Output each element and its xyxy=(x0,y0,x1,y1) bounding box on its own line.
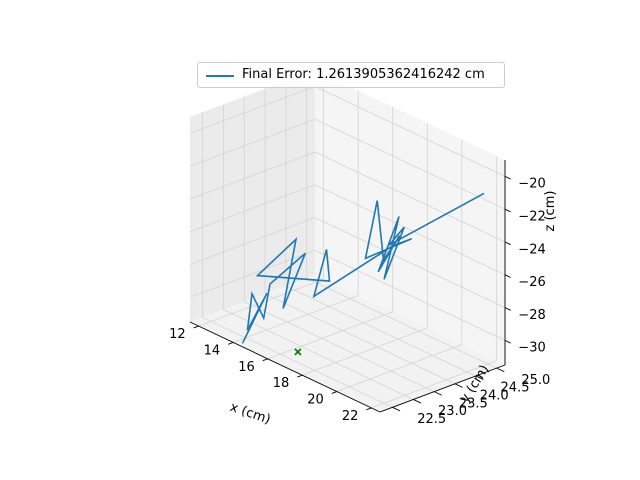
x-tick-label: 22 xyxy=(342,409,359,424)
grid-z-left xyxy=(189,184,316,233)
x-tick-label: 16 xyxy=(238,360,255,375)
legend-line-swatch xyxy=(206,75,234,77)
z-tick-label: −22 xyxy=(518,210,545,225)
x-tick-label: 20 xyxy=(307,393,324,408)
grid-y-floor xyxy=(285,285,477,377)
grid-x-floor xyxy=(336,344,462,392)
left-pane xyxy=(190,70,315,322)
grid-x-floor xyxy=(371,360,497,409)
y-tick-mark xyxy=(392,406,401,412)
axes-panes xyxy=(190,70,505,412)
back-pane xyxy=(315,70,505,365)
grid-z-back xyxy=(314,118,506,210)
x-axis-label: x (cm) xyxy=(228,400,272,428)
y-tick-mark xyxy=(413,399,422,404)
z-tick-label: −26 xyxy=(518,275,545,290)
z-tick-mark xyxy=(504,241,511,246)
grid-z-left xyxy=(189,86,316,134)
grid-z-back xyxy=(314,86,506,177)
z-tick-mark xyxy=(504,274,511,278)
y-tick-label: 24.0 xyxy=(480,389,509,404)
tick-labels: 12 14 16 18 20 22 22.523.023.524.024.525.0 −20 −… xyxy=(169,175,550,427)
y-tick-mark xyxy=(496,367,505,373)
z-tick-mark xyxy=(504,175,511,180)
z-tick-label: −24 xyxy=(518,242,545,257)
x-tick-mark xyxy=(331,391,337,394)
grid-z-left xyxy=(189,250,316,298)
y-tick-label: 23.0 xyxy=(438,404,467,419)
axis-lines xyxy=(189,160,506,413)
legend-label: Final Error: 1.2613905362416242 cm xyxy=(242,67,485,82)
grid-z-left xyxy=(189,118,316,167)
z-tick-mark xyxy=(504,208,511,213)
x-tick-label: 12 xyxy=(169,327,186,342)
trajectory-line xyxy=(241,192,485,344)
x-tick-mark xyxy=(297,374,303,378)
grid-y-floor xyxy=(264,293,456,385)
grid-z-back xyxy=(314,151,506,243)
z-tick-label: −28 xyxy=(518,308,545,323)
grid-z-left xyxy=(189,217,316,265)
z-tick-mark xyxy=(504,339,511,344)
x-tick-mark xyxy=(193,325,199,329)
z-tick-label: −20 xyxy=(518,177,545,192)
z-tick-label: −30 xyxy=(518,341,545,356)
grid-x-floor xyxy=(233,295,359,343)
x-tick-mark xyxy=(228,342,234,345)
grid-y-floor xyxy=(202,316,393,408)
series-layer xyxy=(241,192,485,356)
y-tick-label: 23.5 xyxy=(459,396,488,411)
target-x-marker xyxy=(294,348,302,356)
y-tick-mark xyxy=(454,383,463,388)
floor-pane xyxy=(190,275,505,412)
y-tick-label: 24.5 xyxy=(501,381,530,396)
x-tick-mark xyxy=(366,407,372,411)
grid-x-floor xyxy=(302,327,428,376)
grid-y-floor xyxy=(306,277,497,369)
grid-lines xyxy=(189,73,506,409)
grid-y-floor xyxy=(223,309,414,400)
grid-z-back xyxy=(314,184,506,276)
grid-z-left xyxy=(189,151,316,200)
x-axis-line xyxy=(189,321,381,413)
z-tick-mark xyxy=(504,307,511,311)
y-tick-label: 22.5 xyxy=(417,412,446,427)
y-tick-label: 25.0 xyxy=(521,373,550,388)
x-tick-mark xyxy=(262,358,268,362)
z-axis-label: z (cm) xyxy=(543,191,558,232)
legend: Final Error: 1.2613905362416242 cm xyxy=(197,62,505,88)
grid-y-floor xyxy=(243,301,435,392)
target-marker-stroke xyxy=(294,348,302,356)
y-tick-mark xyxy=(475,375,484,380)
grid-x-floor xyxy=(267,311,393,360)
y-tick-mark xyxy=(433,391,442,396)
y-axis-line xyxy=(379,364,506,413)
grid-z-back xyxy=(314,250,506,341)
x-tick-label: 14 xyxy=(204,343,221,358)
x-tick-label: 18 xyxy=(273,376,290,391)
grid-z-back xyxy=(314,217,506,308)
